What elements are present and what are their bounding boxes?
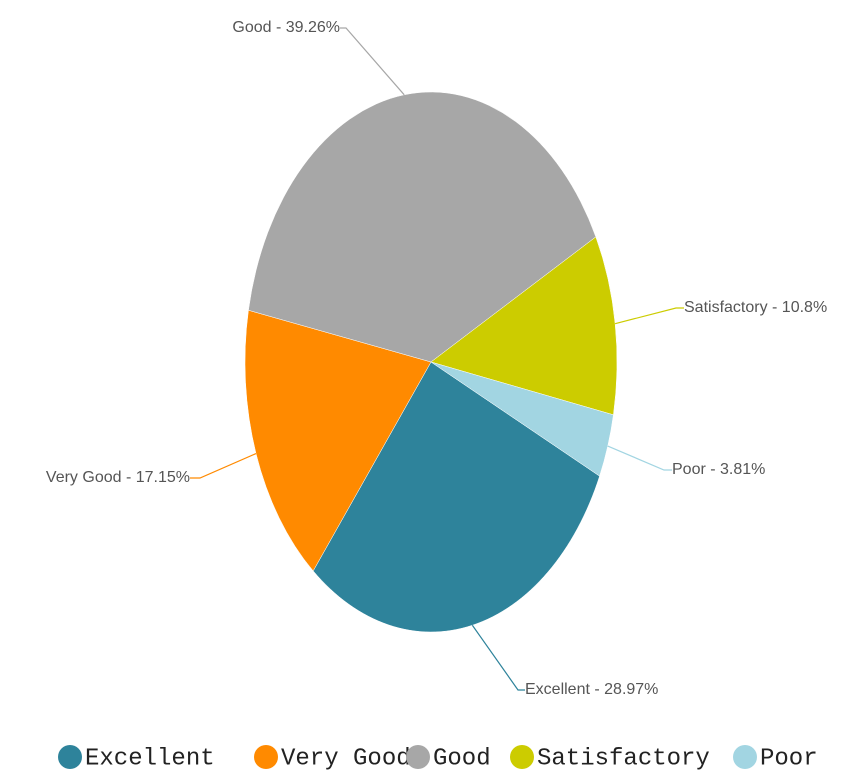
legend-label: Satisfactory <box>537 745 710 772</box>
legend-label: Excellent <box>85 745 215 772</box>
pie-slice <box>312 361 600 633</box>
pie-slice <box>430 361 614 477</box>
legend-label: Good <box>433 745 491 772</box>
data-label: Very Good - 17.15% <box>46 469 190 486</box>
legend-marker <box>58 745 82 769</box>
leader-line <box>340 27 405 96</box>
data-label: Excellent - 28.97% <box>525 681 658 698</box>
leader-line <box>190 453 257 479</box>
data-label: Poor - 3.81% <box>672 461 765 478</box>
legend-marker <box>510 745 534 769</box>
leader-line <box>607 445 672 471</box>
legend-label: Poor <box>760 745 818 772</box>
pie-slice <box>430 236 618 416</box>
pie-slice <box>248 91 597 363</box>
data-label: Satisfactory - 10.8% <box>684 299 827 316</box>
pie-slice <box>244 309 432 572</box>
legend-marker <box>254 745 278 769</box>
data-label: Good - 39.26% <box>232 19 340 36</box>
leader-line <box>471 624 525 691</box>
legend-label: Very Good <box>281 745 411 772</box>
legend-marker <box>733 745 757 769</box>
legend-marker <box>406 745 430 769</box>
leader-line <box>614 307 684 325</box>
